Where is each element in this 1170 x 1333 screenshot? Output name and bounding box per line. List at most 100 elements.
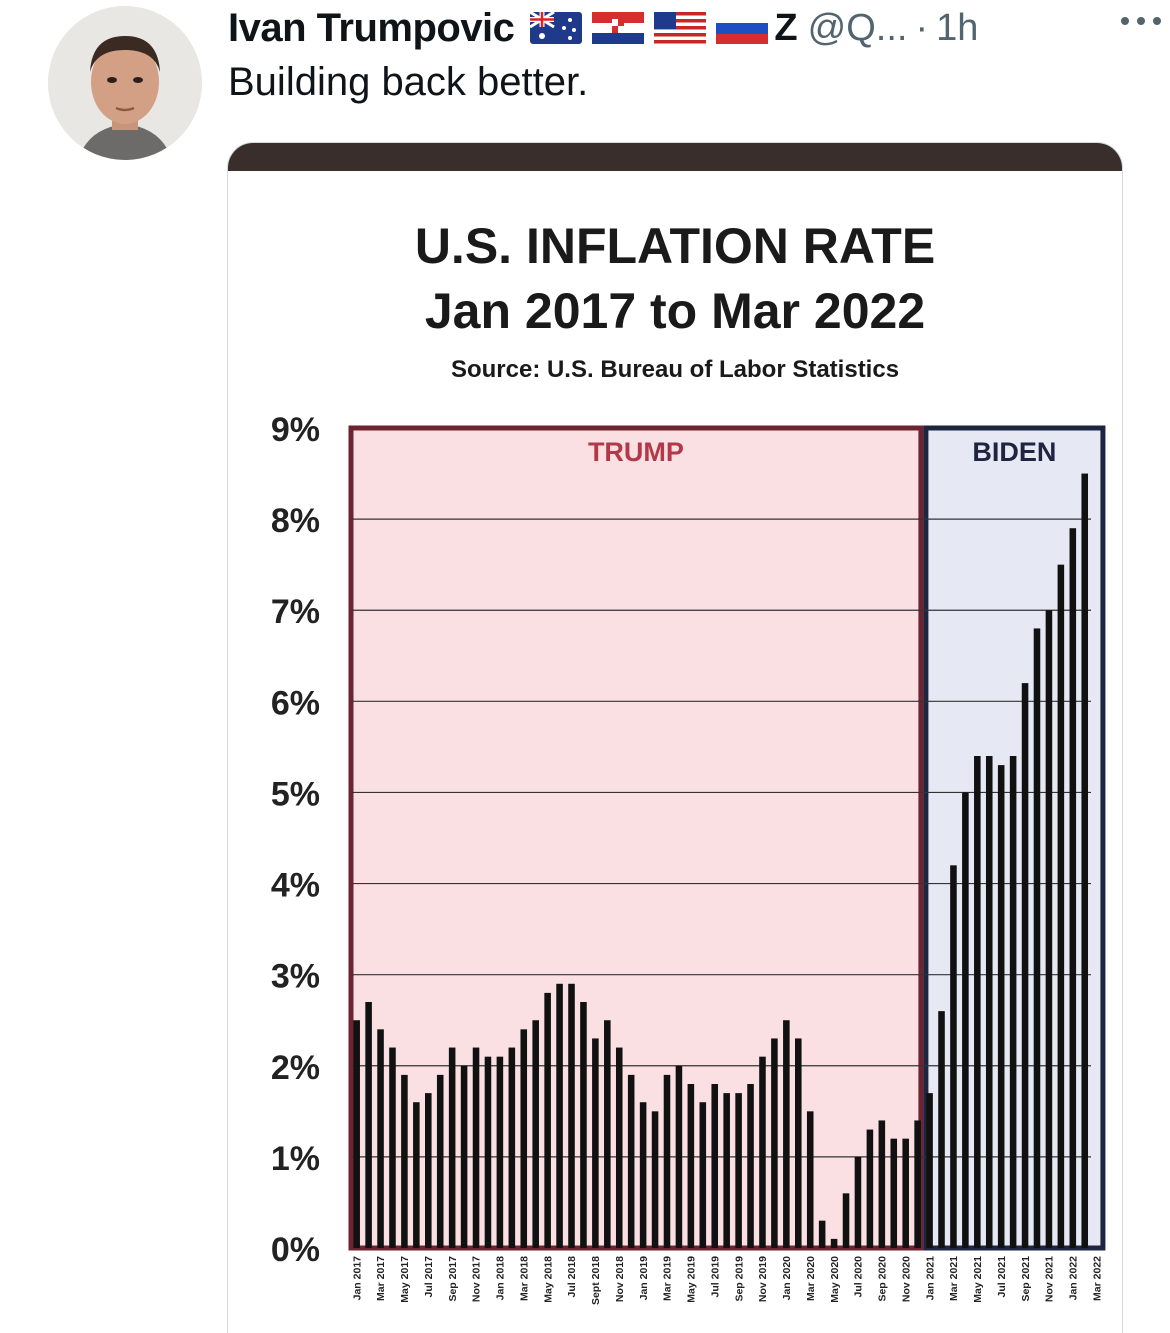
bar [783, 1020, 790, 1248]
bar [926, 1093, 933, 1248]
bar [436, 1074, 444, 1248]
bar [878, 1120, 886, 1248]
bar [425, 1093, 432, 1248]
bar [687, 1084, 695, 1248]
bar [699, 1102, 707, 1248]
bar [365, 1002, 372, 1248]
y-tick-label: 3% [271, 958, 320, 996]
y-tick-label: 1% [271, 1140, 320, 1178]
bar [974, 756, 981, 1248]
chart-source: Source: U.S. Bureau of Labor Statistics [451, 356, 899, 383]
bar [890, 1138, 898, 1248]
x-tick-label: Nov 2020 [900, 1256, 912, 1302]
bar [604, 1020, 611, 1248]
bar [401, 1074, 408, 1248]
bar [1069, 528, 1077, 1248]
y-tick-label: 9% [271, 411, 320, 449]
x-tick-label: Nov 2017 [471, 1256, 483, 1302]
bar [818, 1220, 826, 1248]
x-tick-label: Mar 2021 [948, 1256, 960, 1301]
author-name[interactable]: Ivan Trumpovic [228, 5, 515, 50]
author-flags [530, 12, 769, 44]
chart-subtitle: Jan 2017 to Mar 2022 [425, 283, 925, 339]
x-tick-label: Jan 2019 [638, 1256, 650, 1301]
x-tick-label: Nov 2018 [614, 1256, 626, 1302]
y-tick-label: 6% [271, 684, 320, 722]
bar [484, 1056, 492, 1248]
bar [472, 1047, 480, 1248]
bar [413, 1102, 420, 1248]
inflation-chart: U.S. INFLATION RATE Jan 2017 to Mar 2022 S… [271, 218, 1106, 1305]
bar [842, 1193, 850, 1248]
bar [496, 1056, 504, 1248]
x-tick-label: May 2020 [829, 1256, 841, 1303]
bar [1009, 756, 1017, 1248]
avatar-photo [48, 6, 202, 160]
tweet-text: Building back better. [228, 60, 589, 104]
x-tick-label: Sep 2017 [447, 1256, 459, 1302]
x-tick-label: Mar 2018 [518, 1256, 530, 1301]
x-tick-label: Jan 2020 [781, 1256, 793, 1301]
bar [556, 983, 563, 1248]
x-tick-label: Jan 2022 [1068, 1256, 1080, 1301]
flag-russia-icon [716, 12, 769, 44]
flag-usa-icon [654, 12, 707, 44]
bar [615, 1047, 623, 1248]
x-tick-label: Jul 2018 [566, 1256, 578, 1298]
bar [759, 1056, 766, 1248]
bar [985, 756, 993, 1248]
x-tick-label: Jan 2018 [495, 1256, 507, 1301]
bar [580, 1002, 587, 1248]
author-handle[interactable]: @Q... [807, 6, 908, 49]
media-top-bar [228, 143, 1122, 171]
bar [520, 1029, 528, 1248]
bar [806, 1111, 814, 1248]
bar [353, 1020, 360, 1248]
x-tick-label: Sep 2019 [733, 1256, 745, 1302]
bar [795, 1038, 802, 1248]
bar [711, 1084, 719, 1248]
bar [747, 1084, 754, 1248]
x-tick-label: Mar 2019 [662, 1256, 674, 1301]
trump-region [348, 425, 924, 1251]
tweet-timestamp[interactable]: 1h [936, 6, 979, 49]
bar [938, 1011, 945, 1248]
bar [532, 1020, 539, 1248]
tweet-header: Ivan Trumpovic Z @Q... [228, 4, 1130, 52]
more-options-icon[interactable] [1116, 6, 1166, 36]
x-tick-label: Mar 2022 [1091, 1256, 1103, 1301]
bar [950, 865, 957, 1248]
flag-australia-icon [530, 12, 583, 44]
bar [1033, 628, 1041, 1248]
y-tick-label: 0% [271, 1231, 320, 1269]
x-tick-label: Jul 2020 [853, 1256, 865, 1298]
x-tick-label: May 2018 [542, 1256, 554, 1303]
bar [914, 1120, 921, 1248]
bar [962, 792, 969, 1248]
x-tick-label: May 2021 [972, 1256, 984, 1303]
bar [448, 1047, 456, 1248]
bar [723, 1093, 730, 1248]
y-tick-label: 8% [271, 502, 320, 540]
bar [1045, 610, 1053, 1248]
x-tick-label: Nov 2021 [1044, 1256, 1056, 1302]
separator-dot: · [915, 6, 929, 49]
tweet-media-image[interactable]: U.S. INFLATION RATE Jan 2017 to Mar 2022 S… [227, 142, 1123, 1333]
x-tick-label: Nov 2019 [757, 1256, 769, 1302]
bar [1021, 683, 1029, 1248]
x-tick-label: May 2019 [686, 1256, 698, 1303]
y-tick-label: 4% [271, 867, 320, 905]
bar [1081, 473, 1089, 1248]
bar [675, 1065, 683, 1248]
x-tick-label: Jan 2017 [351, 1256, 363, 1301]
bar [627, 1074, 635, 1248]
chart-title: U.S. INFLATION RATE [415, 218, 935, 274]
y-tick-label: 5% [271, 775, 320, 813]
biden-region-label: BIDEN [972, 437, 1056, 467]
x-tick-label: Jul 2017 [423, 1256, 435, 1298]
x-tick-label: Mar 2017 [375, 1256, 387, 1301]
author-avatar[interactable] [48, 6, 202, 160]
z-mark: Z [774, 6, 798, 49]
x-tick-label: Jul 2021 [996, 1256, 1008, 1298]
x-tick-label: Jan 2021 [924, 1256, 936, 1301]
